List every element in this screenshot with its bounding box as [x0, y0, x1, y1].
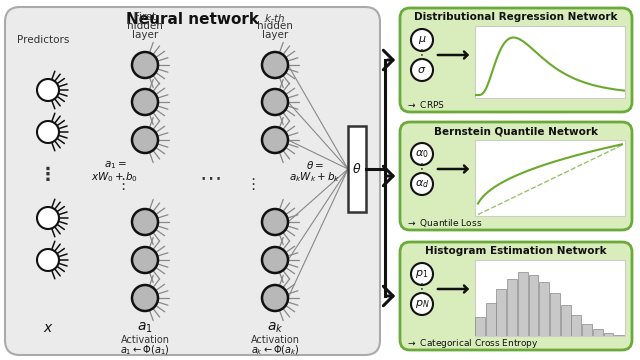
Text: $p_N$: $p_N$	[415, 298, 429, 310]
Text: layer: layer	[262, 30, 288, 40]
Circle shape	[132, 285, 158, 311]
Text: $\cdots$: $\cdots$	[199, 167, 221, 187]
Text: $a_k$: $a_k$	[267, 321, 284, 335]
Circle shape	[262, 52, 288, 78]
Circle shape	[37, 249, 59, 271]
Text: $\theta =$: $\theta =$	[306, 159, 324, 171]
Text: $\rightarrow$ CRPS: $\rightarrow$ CRPS	[406, 99, 445, 111]
FancyBboxPatch shape	[5, 7, 380, 355]
Text: Histogram Estimation Network: Histogram Estimation Network	[425, 246, 607, 256]
Text: Activation: Activation	[250, 335, 300, 345]
Circle shape	[262, 89, 288, 115]
Circle shape	[262, 209, 288, 235]
Circle shape	[37, 79, 59, 101]
Circle shape	[132, 247, 158, 273]
Circle shape	[132, 89, 158, 115]
Text: $\rightarrow$ Categorical Cross Entropy: $\rightarrow$ Categorical Cross Entropy	[406, 337, 539, 350]
Text: hidden: hidden	[257, 21, 293, 31]
Text: $xW_0 + b_0$: $xW_0 + b_0$	[92, 170, 138, 184]
Text: ⋮: ⋮	[415, 162, 429, 176]
Text: layer: layer	[132, 30, 158, 40]
Bar	[475, 140, 625, 216]
Text: $a_1$: $a_1$	[137, 321, 153, 335]
Text: $a_k \leftarrow \Phi(a_k)$: $a_k \leftarrow \Phi(a_k)$	[251, 343, 300, 357]
FancyBboxPatch shape	[400, 242, 632, 350]
Text: $\mu$: $\mu$	[418, 34, 426, 46]
Text: $\rightarrow$ Quantile Loss: $\rightarrow$ Quantile Loss	[406, 217, 483, 229]
Text: $x$: $x$	[43, 321, 53, 335]
Text: Distributional Regression Network: Distributional Regression Network	[414, 12, 618, 22]
Circle shape	[37, 121, 59, 143]
Text: Neural network: Neural network	[126, 13, 259, 27]
Text: $\sigma$: $\sigma$	[417, 65, 427, 75]
Text: $\alpha_0$: $\alpha_0$	[415, 148, 429, 160]
Text: $k$-th: $k$-th	[264, 12, 286, 24]
Text: $a_kW_k + b_k$: $a_kW_k + b_k$	[289, 170, 340, 184]
Circle shape	[411, 59, 433, 81]
Text: ⋮: ⋮	[39, 166, 57, 184]
Circle shape	[411, 29, 433, 51]
Text: Bernstein Quantile Network: Bernstein Quantile Network	[434, 126, 598, 136]
Text: $p_1$: $p_1$	[415, 268, 429, 280]
Text: Activation: Activation	[120, 335, 170, 345]
Circle shape	[132, 127, 158, 153]
Circle shape	[37, 207, 59, 229]
FancyBboxPatch shape	[400, 122, 632, 230]
Circle shape	[262, 127, 288, 153]
Circle shape	[262, 247, 288, 273]
Circle shape	[411, 263, 433, 285]
Bar	[348, 126, 366, 212]
Text: ⋮: ⋮	[245, 177, 260, 193]
Text: ⋮: ⋮	[415, 48, 429, 62]
Text: ⋮: ⋮	[115, 177, 131, 193]
Bar	[475, 26, 625, 98]
Text: $\theta$: $\theta$	[352, 162, 362, 176]
Text: hidden: hidden	[127, 21, 163, 31]
Circle shape	[262, 285, 288, 311]
Circle shape	[132, 52, 158, 78]
Text: $a_1 =$: $a_1 =$	[104, 159, 127, 171]
Circle shape	[411, 173, 433, 195]
Bar	[475, 260, 625, 336]
Text: ⋮: ⋮	[415, 282, 429, 296]
Circle shape	[411, 143, 433, 165]
Text: First: First	[134, 12, 156, 22]
Circle shape	[132, 209, 158, 235]
Text: $\alpha_d$: $\alpha_d$	[415, 178, 429, 190]
FancyBboxPatch shape	[400, 8, 632, 112]
Circle shape	[411, 293, 433, 315]
Text: Predictors: Predictors	[17, 35, 69, 45]
Text: $a_1 \leftarrow \Phi(a_1)$: $a_1 \leftarrow \Phi(a_1)$	[120, 343, 170, 357]
